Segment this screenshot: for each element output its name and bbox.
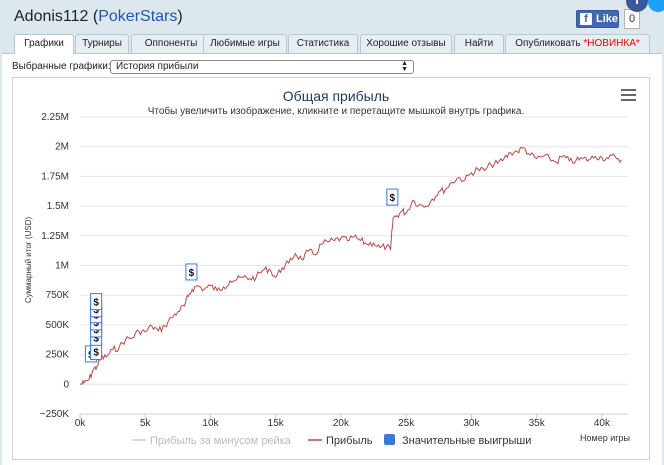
win-marker: $ bbox=[90, 343, 103, 361]
facebook-like-button[interactable]: f Like bbox=[576, 10, 619, 28]
win-marker-label: $ bbox=[93, 305, 99, 316]
legend-item: Прибыль за минусом рейка bbox=[132, 435, 292, 447]
new-badge: *НОВИНКА* bbox=[583, 38, 640, 49]
x-tick-label: 35k bbox=[529, 418, 546, 429]
win-marker: $ bbox=[90, 293, 103, 311]
grid-lines bbox=[79, 116, 628, 419]
tab-graphs[interactable]: Графики bbox=[14, 34, 74, 54]
like-label: Like bbox=[595, 13, 618, 25]
twitter-icon[interactable] bbox=[648, 0, 664, 12]
win-marker-label: $ bbox=[93, 348, 99, 359]
facebook-share-icon[interactable]: f bbox=[626, 0, 648, 12]
page-header: Adonis112 (PokerStars) f Like 0 f bbox=[0, 0, 664, 34]
player-name: Adonis112 bbox=[14, 8, 89, 25]
tab-tournaments[interactable]: Турниры bbox=[75, 34, 129, 53]
graph-select-label: Выбранные графики: bbox=[12, 61, 111, 72]
y-tick-label: 2M bbox=[55, 142, 69, 153]
y-tick-label: 1M bbox=[55, 261, 69, 272]
y-tick-labels: 2.25M 2M 1.75M 1.5M 1.25M 1M 750K 500K 250K 0 −250… bbox=[40, 112, 70, 420]
x-tick-label: 10k bbox=[202, 418, 219, 429]
win-marker-label: $ bbox=[93, 298, 99, 309]
tab-favorite-games[interactable]: Любимые игры bbox=[203, 34, 287, 53]
profit-series-line bbox=[79, 146, 622, 385]
tab-good-reviews[interactable]: Хорошие отзывы bbox=[360, 34, 452, 53]
win-marker-label: $ bbox=[390, 193, 396, 204]
tab-search[interactable]: Найти bbox=[454, 34, 504, 53]
x-tick-label: 5k bbox=[140, 418, 152, 429]
legend-item: Прибыль bbox=[308, 435, 373, 447]
x-tick-label: 30k bbox=[463, 418, 480, 429]
y-tick-label: 750K bbox=[46, 290, 70, 301]
y-tick-label: 2.25M bbox=[41, 112, 69, 123]
legend-item: Значительные выигрыши bbox=[384, 434, 531, 447]
x-tick-label: 15k bbox=[268, 418, 285, 429]
win-markers: $$$$$$$$$$ bbox=[84, 188, 399, 363]
chart-menu-icon[interactable] bbox=[621, 89, 636, 101]
legend: Прибыль за минусом рейка Прибыль Значитель… bbox=[132, 434, 531, 447]
tab-publish[interactable]: Опубликовать *НОВИНКА* bbox=[505, 34, 650, 53]
chart-subtitle: Чтобы увеличить изображение, кликните и … bbox=[148, 105, 525, 117]
select-arrows-icon: ▲ ▼ bbox=[401, 60, 408, 73]
x-tick-labels: 0k 5k 10k 15k 20k 25k 30k 35k 40k bbox=[75, 418, 611, 429]
chart-container[interactable] bbox=[12, 77, 650, 460]
x-tick-label: 0k bbox=[75, 418, 87, 429]
y-axis-label: Суммарный итог (USD) bbox=[24, 217, 33, 304]
site-open-paren: ( bbox=[92, 8, 99, 25]
win-marker-label: $ bbox=[93, 318, 99, 329]
win-marker: $ bbox=[185, 263, 198, 281]
facebook-icon: f bbox=[580, 13, 592, 25]
win-marker-label: $ bbox=[93, 333, 99, 344]
site-link[interactable]: PokerStars bbox=[98, 8, 178, 25]
win-marker: $ bbox=[386, 188, 399, 206]
x-tick-label: 20k bbox=[333, 418, 350, 429]
y-tick-label: 0 bbox=[63, 379, 69, 390]
y-tick-label: 1.5M bbox=[47, 201, 69, 212]
y-tick-label: 1.75M bbox=[41, 171, 69, 182]
win-marker-label: $ bbox=[93, 325, 99, 336]
legend-square-icon bbox=[384, 434, 395, 445]
y-tick-label: 1.25M bbox=[41, 231, 69, 242]
win-marker-box bbox=[185, 263, 198, 281]
site-close-paren: ) bbox=[177, 8, 183, 25]
win-marker-label: $ bbox=[189, 268, 195, 279]
chart-title: Общая прибыль bbox=[283, 88, 389, 104]
y-tick-label: 250K bbox=[46, 350, 70, 361]
graph-select[interactable]: История прибыли ▲ ▼ bbox=[110, 60, 414, 74]
y-tick-label: −250K bbox=[40, 409, 70, 420]
graph-select-value: История прибыли bbox=[116, 61, 199, 72]
series-layer bbox=[79, 146, 622, 385]
win-marker-box bbox=[90, 293, 103, 311]
x-tick-label: 40k bbox=[594, 418, 611, 429]
tab-statistics[interactable]: Статистика bbox=[288, 34, 358, 53]
x-tick-label: 25k bbox=[398, 418, 415, 429]
win-marker-box bbox=[386, 188, 399, 206]
player-title: Adonis112 (PokerStars) bbox=[14, 8, 183, 26]
legend-label: Значительные выигрыши bbox=[402, 435, 531, 447]
x-axis-label: Номер игры bbox=[580, 433, 630, 443]
legend-label: Прибыль за минусом рейка bbox=[150, 435, 292, 447]
y-tick-label: 500K bbox=[46, 320, 70, 331]
legend-label: Прибыль bbox=[326, 435, 373, 447]
